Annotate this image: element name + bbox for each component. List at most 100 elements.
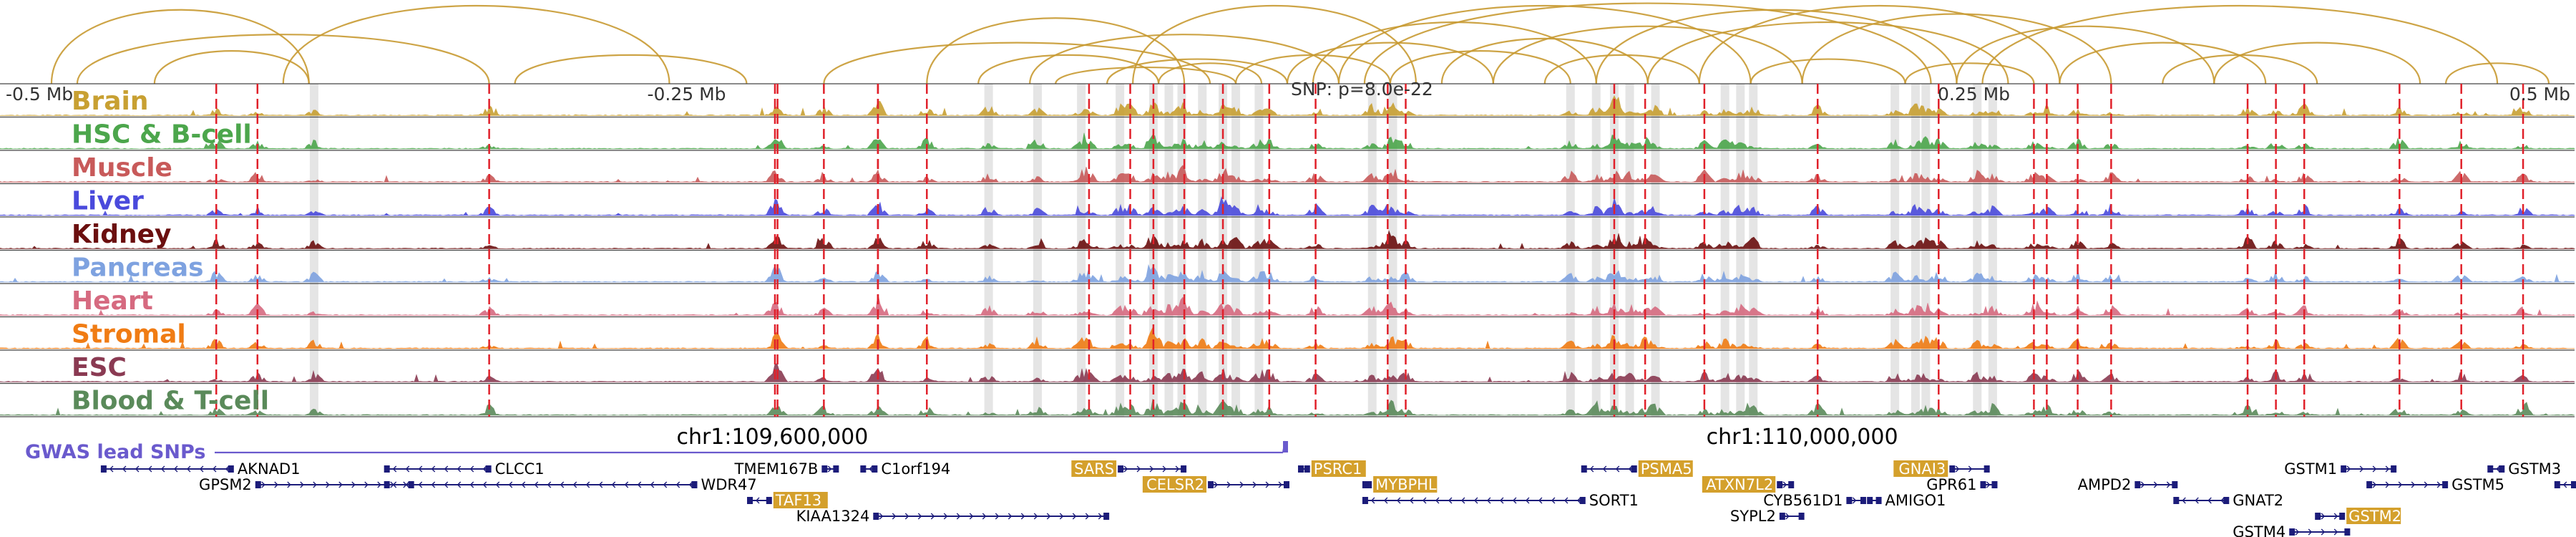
strand-chevron-sort1 [1422, 497, 1427, 504]
strand-chevron-clcc1 [482, 465, 487, 473]
gene-highlight-box-atxn7l2 [1702, 476, 1776, 493]
gene-label-wdr47: WDR47 [701, 476, 756, 493]
strand-chevron-aknad1 [212, 465, 217, 473]
strand-chevron-wdr47 [508, 481, 513, 488]
strand-chevron-psma5 [1589, 465, 1594, 473]
gene-exon-tmem167b [833, 465, 839, 473]
strand-chevron-sort1 [1460, 497, 1465, 504]
gene-label-sypl2: SYPL2 [1730, 508, 1776, 525]
strand-chevron-wdr47 [547, 481, 552, 488]
strand-chevron-wdr47 [392, 481, 397, 488]
strand-chevron-sort1 [1551, 497, 1556, 504]
loop-arc-7 [1106, 58, 1289, 84]
strand-chevron-kiaa1324 [1008, 513, 1013, 520]
strand-chevron-ampd2 [2166, 481, 2171, 488]
loop-arc-18 [1543, 54, 1700, 84]
strand-chevron-kiaa1324 [943, 513, 948, 520]
strand-chevron-sars [1123, 465, 1128, 473]
strand-chevron-ampd2 [2140, 481, 2145, 488]
strand-chevron-wdr47 [675, 481, 680, 488]
loop-arc-17 [1492, 25, 1803, 84]
strand-chevron-gstm5 [2385, 481, 2390, 488]
strand-chevron-wdr47 [624, 481, 629, 488]
strand-chevron-gpsm2 [326, 481, 330, 488]
strand-chevron-gpsm2 [377, 481, 381, 488]
strand-chevron-sort1 [1525, 497, 1530, 504]
strand-chevron-kiaa1324 [995, 513, 1000, 520]
gene-exon-kiaa1324 [1103, 513, 1110, 520]
strand-chevron-gnai3 [1955, 465, 1960, 473]
signal-tracks [0, 83, 2575, 417]
loop-arc-16 [1440, 37, 1649, 84]
track-label-hsc-b-cell: HSC & B-cell [72, 120, 252, 150]
gene-exon-sort1 [1579, 497, 1586, 504]
strand-chevron-wdr47 [572, 481, 577, 488]
track-label-stromal: Stromal [72, 320, 186, 349]
strand-chevron-gnat2 [2207, 497, 2212, 504]
gene-exon-wdr47 [691, 481, 698, 488]
gwas-snp-tick [1282, 440, 1287, 453]
strand-chevron-psma5 [1628, 465, 1633, 473]
loop-arc-22 [1750, 58, 1906, 84]
strand-chevron-eps8l3 [2562, 481, 2567, 488]
gene-exon-gnai3 [1949, 465, 1956, 473]
strand-chevron-taf13 [756, 497, 760, 504]
strand-chevron-clcc1 [392, 465, 397, 473]
strand-chevron-kiaa1324 [956, 513, 961, 520]
gene-exon-gnat2 [2223, 497, 2230, 504]
gene-label-clcc1: CLCC1 [495, 460, 545, 478]
strand-chevron-gnat2 [2182, 497, 2186, 504]
gene-label-gnai3: GNAI3 [1898, 460, 1946, 478]
gene-exon-gpsm2 [255, 481, 261, 488]
strand-chevron-psma5 [1615, 465, 1620, 473]
track-label-kidney: Kidney [72, 220, 172, 249]
strand-chevron-ampd2 [2153, 481, 2158, 488]
signal-track-muscle [0, 165, 2575, 183]
gene-exon-gstm4 [2289, 528, 2296, 536]
strand-chevron-sort1 [1409, 497, 1414, 504]
strand-chevron-gpsm2 [274, 481, 278, 488]
strand-chevron-gpsm2 [261, 481, 265, 488]
strand-chevron-wdr47 [482, 481, 487, 488]
gene-label-gnat2: GNAT2 [2233, 492, 2283, 509]
strand-chevron-kiaa1324 [879, 513, 884, 520]
gene-exon-ampd2 [2172, 481, 2178, 488]
gene-exon-clcc1 [485, 465, 492, 473]
gene-label-sort1: SORT1 [1589, 492, 1639, 509]
gene-exon-kiaa1324 [873, 513, 879, 520]
loop-arc-14 [1363, 2, 1932, 84]
strand-chevron-kiaa1324 [930, 513, 935, 520]
gene-exon-c1orf194 [872, 465, 878, 473]
strand-chevron-celsr2 [1252, 481, 1257, 488]
gwas-lead-snp-marker [1283, 441, 1288, 453]
strand-chevron-wdr47 [405, 481, 410, 488]
strand-chevron-clcc1 [469, 465, 474, 473]
strand-chevron-aknad1 [147, 465, 152, 473]
strand-chevron-aknad1 [109, 465, 114, 473]
gene-highlight-box-gstm2 [2346, 508, 2401, 524]
signal-track-liver [0, 196, 2575, 216]
track-label-blood-t-cell: Blood & T-cell [72, 387, 269, 416]
strand-chevron-wdr47 [521, 481, 526, 488]
strand-chevron-wdr47 [560, 481, 565, 488]
strand-chevron-wdr47 [469, 481, 474, 488]
strand-chevron-gpsm2 [364, 481, 369, 488]
strand-chevron-psma5 [1602, 465, 1607, 473]
strand-chevron-celsr2 [1278, 481, 1283, 488]
strand-chevron-clcc1 [457, 465, 462, 473]
strand-chevron-aknad1 [186, 465, 191, 473]
gene-label-gstm4: GSTM4 [2233, 523, 2285, 537]
signal-track-hsc-b-cell [0, 132, 2575, 150]
strand-chevron-kiaa1324 [1085, 513, 1090, 520]
track-label-esc: ESC [72, 353, 127, 382]
gene-label-gstm5: GSTM5 [2451, 476, 2504, 493]
strand-chevron-gstm4 [2333, 528, 2338, 536]
gene-label-c1orf194: C1orf194 [881, 460, 950, 478]
strand-chevron-celsr2 [1226, 481, 1231, 488]
gene-exon-eps8l3 [2571, 481, 2576, 488]
gene-exon-sort1 [1362, 497, 1368, 504]
loop-arc-19 [1595, 9, 1958, 84]
strand-chevron-gstm5 [2372, 481, 2377, 488]
strand-chevron-cyb561d1 [1852, 497, 1857, 504]
